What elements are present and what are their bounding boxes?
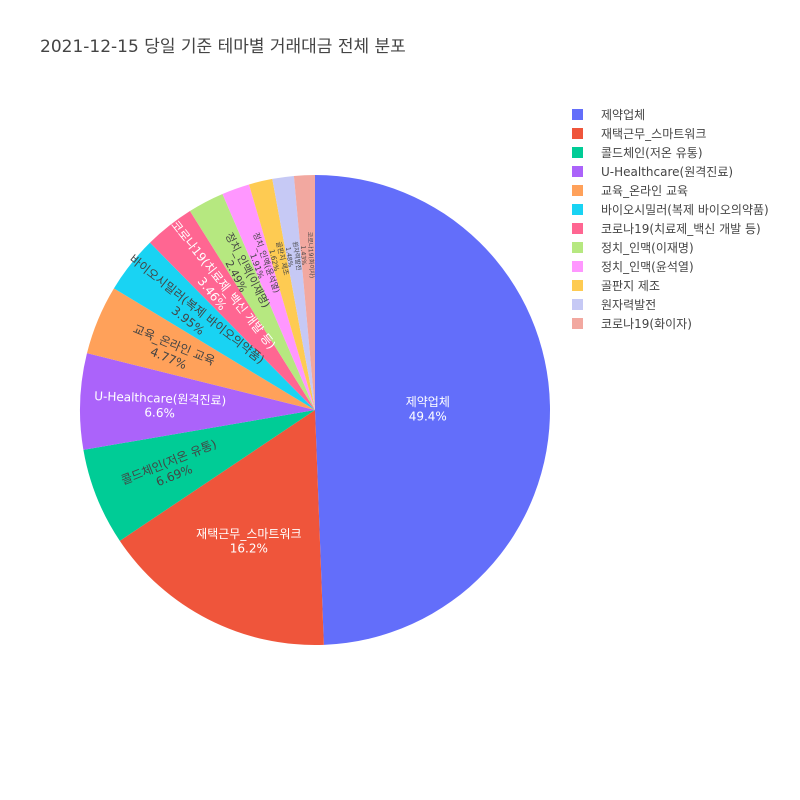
legend-label: 코로나19(화이자) [601, 317, 692, 331]
slice-label-percent: 1.43% [299, 245, 307, 265]
pie-slice[interactable] [86, 288, 316, 410]
legend-swatch [572, 109, 583, 120]
pie-slice[interactable] [83, 410, 315, 541]
slice-label-name: 코로나19(화이자) [306, 231, 316, 278]
legend-swatch [572, 280, 583, 291]
legend-swatch [572, 128, 583, 139]
pie-slice[interactable] [79, 353, 315, 450]
legend-swatch [572, 318, 583, 329]
legend-item[interactable]: 코로나19(치료제_백신 개발 등) [572, 219, 769, 238]
pie-slice[interactable] [222, 184, 315, 410]
pie-slice[interactable] [293, 175, 315, 410]
legend-item[interactable]: 골판지 제조 [572, 276, 769, 295]
pie-slice[interactable] [315, 175, 550, 645]
legend-item[interactable]: 정치_인맥(윤석열) [572, 257, 769, 276]
legend-item[interactable]: 정치_인맥(이재명) [572, 238, 769, 257]
legend-item[interactable]: U-Healthcare(원격진료) [572, 162, 769, 181]
slice-label: U-Healthcare(원격진료)6.6% [94, 389, 226, 420]
slice-label-percent: 49.4% [409, 409, 447, 423]
legend-item[interactable]: 교육_온라인 교육 [572, 181, 769, 200]
pie-slice[interactable] [113, 242, 316, 410]
legend-label: 코로나19(치료제_백신 개발 등) [601, 222, 761, 236]
slice-label-name: 원자력발전 [291, 241, 304, 271]
legend-swatch [572, 185, 583, 196]
legend-swatch [572, 166, 583, 177]
legend-label: 골판지 제조 [601, 279, 661, 293]
legend-label: 재택근무_스마트워크 [601, 127, 707, 141]
pie-slice[interactable] [272, 175, 315, 410]
legend-item[interactable]: 콜드체인(저온 유통) [572, 143, 769, 162]
legend-swatch [572, 261, 583, 272]
legend-swatch [572, 223, 583, 234]
slice-label-percent: 6.6% [144, 405, 175, 420]
slice-label: 코로나19(화이자)1.43% [299, 231, 316, 278]
pie-slice[interactable] [189, 193, 315, 410]
legend-label: 바이오시밀러(복제 바이오의약품) [601, 203, 769, 217]
slice-label-percent: 16.2% [230, 541, 268, 555]
legend-label: 콜드체인(저온 유통) [601, 146, 703, 160]
legend-item[interactable]: 재택근무_스마트워크 [572, 124, 769, 143]
legend-label: 정치_인맥(이재명) [601, 241, 694, 255]
legend-item[interactable]: 코로나19(화이자) [572, 314, 769, 333]
legend-item[interactable]: 바이오시밀러(복제 바이오의약품) [572, 200, 769, 219]
legend-label: 교육_온라인 교육 [601, 184, 689, 198]
pie-slice[interactable] [249, 178, 315, 410]
pie-slice[interactable] [119, 410, 324, 645]
slice-label-name: 제약업체 [406, 394, 450, 409]
legend-label: 제약업체 [601, 108, 646, 122]
legend-swatch [572, 242, 583, 253]
legend-item[interactable]: 원자력발전 [572, 295, 769, 314]
slice-label-name: U-Healthcare(원격진료) [94, 389, 226, 408]
legend-swatch [572, 299, 583, 310]
chart-title: 2021-12-15 당일 기준 테마별 거래대금 전체 분포 [40, 37, 406, 57]
pie-slice[interactable] [149, 211, 315, 410]
legend-label: U-Healthcare(원격진료) [601, 165, 734, 179]
legend-label: 원자력발전 [601, 298, 657, 312]
legend-item[interactable]: 제약업체 [572, 105, 769, 124]
slice-label-name: 재택근무_스마트워크 [196, 527, 301, 541]
legend-swatch [572, 147, 583, 158]
slice-label-percent: 1.48% [284, 246, 295, 267]
legend-label: 정치_인맥(윤석열) [601, 260, 694, 274]
pie-slices [79, 175, 550, 645]
legend-swatch [572, 204, 583, 215]
